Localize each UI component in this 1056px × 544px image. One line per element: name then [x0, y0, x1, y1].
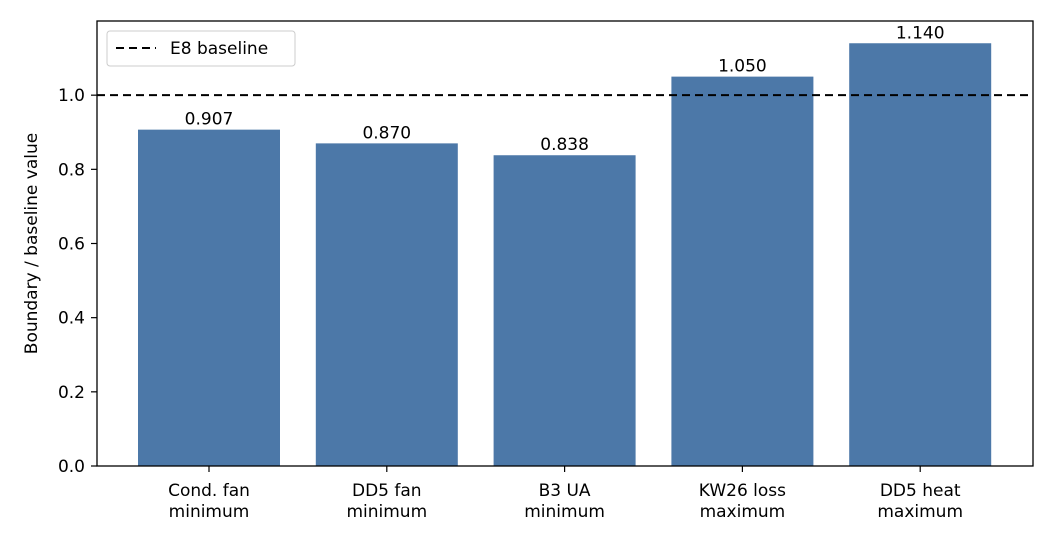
x-tick-label-1-0: DD5 fan: [352, 481, 422, 501]
x-tick-label-2-0: B3 UA: [539, 481, 591, 501]
x-tick-label-4-1: maximum: [877, 502, 963, 522]
y-tick-label-4: 0.8: [58, 160, 85, 180]
legend-baseline-label: E8 baseline: [170, 39, 268, 59]
y-axis: 0.0 0.2 0.4 0.6 0.8 1.0: [58, 86, 97, 477]
y-tick-label-1: 0.2: [58, 383, 85, 403]
bar-0: [138, 129, 280, 466]
x-tick-label-0-1: minimum: [169, 502, 250, 522]
bar-1: [315, 143, 458, 466]
bar-value-labels: 0.907 0.870 0.838 1.050 1.140: [185, 23, 945, 155]
bar-2: [493, 155, 636, 466]
x-tick-label-4-0: DD5 heat: [880, 481, 961, 501]
y-tick-label-0: 0.0: [58, 457, 85, 477]
y-tick-label-2: 0.4: [58, 309, 85, 329]
bar-value-label-0: 0.907: [185, 110, 234, 130]
bar-value-label-2: 0.838: [540, 135, 589, 155]
legend: E8 baseline: [106, 30, 296, 67]
y-tick-label-3: 0.6: [58, 235, 85, 255]
bar-value-label-3: 1.050: [718, 57, 767, 77]
y-axis-label: Boundary / baseline value: [22, 133, 42, 354]
bar-value-label-1: 0.870: [362, 123, 411, 143]
y-tick-label-5: 1.0: [58, 86, 85, 106]
bar-value-label-4: 1.140: [896, 23, 945, 43]
bar-3: [671, 76, 814, 466]
x-tick-label-3-0: KW26 loss: [699, 481, 786, 501]
x-tick-label-3-1: maximum: [700, 502, 786, 522]
x-tick-label-1-1: minimum: [346, 502, 427, 522]
bar-4: [849, 43, 992, 466]
legend-box: [106, 30, 296, 67]
x-tick-label-0-0: Cond. fan: [168, 481, 250, 501]
bars-layer: [138, 43, 992, 466]
x-tick-label-2-1: minimum: [524, 502, 605, 522]
